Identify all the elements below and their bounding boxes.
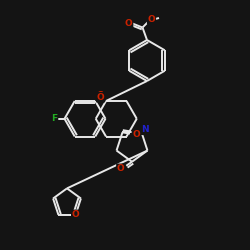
Text: F: F <box>52 114 58 123</box>
Text: O: O <box>97 93 104 102</box>
Text: O: O <box>117 164 125 173</box>
Text: O: O <box>72 210 80 219</box>
Text: O: O <box>97 91 104 100</box>
Text: O: O <box>132 130 140 139</box>
Text: N: N <box>141 125 148 134</box>
Text: O: O <box>148 15 156 24</box>
Text: O: O <box>125 18 132 28</box>
